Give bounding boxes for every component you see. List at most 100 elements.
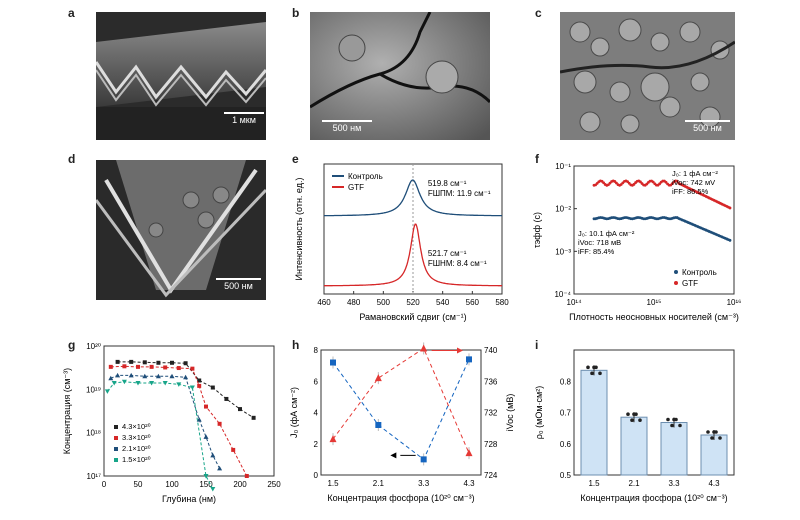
sem-image-a: 1 мкм xyxy=(96,12,266,140)
chart-f-annotation: iFF: 85.4% xyxy=(578,247,615,256)
chart-i-point xyxy=(638,418,642,422)
chart-g-point xyxy=(251,415,256,420)
chart-e-xlabel: Рамановский сдвиг (см⁻¹) xyxy=(359,312,466,322)
chart-g-point xyxy=(111,381,117,386)
chart-i-ylabel: ρ₀ (мОм·см²) xyxy=(534,386,544,439)
chart-h-xtick-label: 4.3 xyxy=(463,479,475,488)
panel-f-letter: f xyxy=(535,152,539,166)
chart-g-point xyxy=(189,385,195,391)
chart-g-legend-marker xyxy=(114,458,118,462)
chart-h-xtick-label: 2.1 xyxy=(373,479,385,488)
panel-b-letter: b xyxy=(292,6,300,20)
chart-e-xtick-label: 500 xyxy=(377,298,391,307)
chart-g-point xyxy=(210,487,216,492)
chart-h-y2tick-label: 728 xyxy=(484,440,498,449)
chart-h-point xyxy=(465,449,473,457)
chart-g-point xyxy=(169,373,175,379)
chart-g-xtick-label: 0 xyxy=(102,480,107,489)
chart-i-bar xyxy=(700,434,728,476)
chart-h-y2tick-label: 740 xyxy=(484,346,498,355)
sem-image-d: 500 нм xyxy=(96,160,266,300)
chart-f-annotation: J₀: 1 фА см⁻² xyxy=(672,169,718,178)
chart-h-ylabel2: iVoc (мВ) xyxy=(505,394,515,432)
chart-e-xtick-label: 560 xyxy=(466,298,480,307)
chart-i-point xyxy=(590,371,594,376)
grain-surface-c xyxy=(560,12,735,140)
chart-g-xtick-label: 100 xyxy=(165,480,179,489)
scale-bar-b: 500 нм xyxy=(322,120,372,133)
chart-e-ylabel: Интенсивность (отн. ед.) xyxy=(294,178,304,281)
chart-h-ytick-label: 6 xyxy=(314,377,319,386)
chart-e-annotation: 521.7 см⁻¹ xyxy=(428,249,467,258)
chart-f-ytick-label: 10⁻¹ xyxy=(555,162,571,171)
chart-h-j0-voc: 1.5 2.1 3.3 4.3 0 2 4 6 8 724 728 732 736 740 Концентр… xyxy=(289,342,515,503)
chart-e-annotation: 519.8 см⁻¹ xyxy=(428,179,467,188)
chart-g-point xyxy=(210,452,216,458)
chart-g-point xyxy=(176,382,182,387)
chart-g-point xyxy=(135,381,141,386)
chart-g-legend-label: 2.1×10²⁰ xyxy=(122,444,151,453)
chart-i-frame xyxy=(573,349,735,476)
chart-h-point xyxy=(374,374,382,382)
chart-f-legend-label: GTF xyxy=(682,279,698,288)
chart-g-ytick-label: 10¹⁷ xyxy=(87,472,102,481)
chart-g-point xyxy=(108,364,113,369)
chart-g-legend-label: 4.3×10²⁰ xyxy=(122,422,151,431)
chart-i-point xyxy=(630,418,634,422)
panel-a-letter: a xyxy=(68,6,75,20)
chart-h-xtick-label: 3.3 xyxy=(418,479,430,488)
chart-g-legend-marker xyxy=(114,425,118,429)
chart-h-series-line xyxy=(332,359,470,461)
chart-f-xlabel: Плотность неосновных носителей (см⁻³) xyxy=(569,312,739,322)
chart-g-legend-label: 1.5×10²⁰ xyxy=(122,455,151,464)
chart-f-annotation: iVoc: 742 мV xyxy=(672,178,715,187)
chart-f-point xyxy=(675,179,679,183)
chart-f-annotation: J₀: 10.1 фА см⁻² xyxy=(578,229,635,238)
chart-e-series-0 xyxy=(324,179,503,217)
panel-h-letter: h xyxy=(292,338,300,352)
chart-f-ytick-label: 10⁻² xyxy=(555,205,571,214)
chart-f-annotation: iVoc: 718 мВ xyxy=(578,238,621,247)
chart-g-point xyxy=(155,373,161,379)
chart-g-point xyxy=(129,359,134,364)
chart-i-point xyxy=(706,430,710,434)
chart-g-point xyxy=(142,373,148,379)
scale-bar-a: 1 мкм xyxy=(224,112,264,125)
chart-f-ytick-label: 10⁻⁴ xyxy=(554,290,571,299)
chart-i-bar xyxy=(580,369,608,476)
chart-g-point xyxy=(197,378,202,383)
grain-surface-b xyxy=(310,12,490,140)
chart-h-arrowhead-left xyxy=(390,452,397,459)
chart-h-ytick-label: 2 xyxy=(314,440,319,449)
chart-g-point xyxy=(163,365,168,370)
chart-g-point xyxy=(190,366,195,371)
chart-g-point xyxy=(149,364,154,369)
chart-h-ytick-label: 0 xyxy=(314,471,319,480)
chart-h-y2tick-label: 732 xyxy=(484,409,498,418)
chart-f-xtick-label: 10¹⁵ xyxy=(647,298,662,307)
chart-g-point xyxy=(183,374,189,380)
chart-i-xtick-label: 1.5 xyxy=(588,479,600,488)
pyramid-cross-section xyxy=(96,12,266,140)
chart-g-point xyxy=(108,375,114,381)
panel-c-letter: c xyxy=(535,6,542,20)
chart-f-xtick-label: 10¹⁶ xyxy=(727,298,742,307)
chart-h-point xyxy=(330,359,336,366)
chart-i-bar xyxy=(620,416,648,476)
chart-i-ytick-label: 0.5 xyxy=(560,471,572,480)
chart-i-ytick-label: 0.7 xyxy=(560,409,572,418)
panel-e-letter: e xyxy=(292,152,299,166)
chart-f-point xyxy=(728,206,732,210)
chart-g-legend-marker xyxy=(114,436,118,440)
chart-i-point xyxy=(592,365,596,370)
chart-e-xtick-label: 580 xyxy=(495,298,509,307)
chart-g-point xyxy=(156,360,161,365)
chart-g-series-line xyxy=(117,361,254,419)
chart-g-point xyxy=(217,465,223,471)
chart-h-ylabel: J₀ (фА см⁻²) xyxy=(289,387,299,438)
chart-e-raman: 460 480 500 520 540 560 580 Рамановский сдвиг (… xyxy=(294,163,509,322)
chart-g-point xyxy=(176,366,181,371)
chart-e-xtick-label: 480 xyxy=(347,298,361,307)
chart-g-point xyxy=(203,434,209,439)
chart-g-frame xyxy=(103,345,275,477)
